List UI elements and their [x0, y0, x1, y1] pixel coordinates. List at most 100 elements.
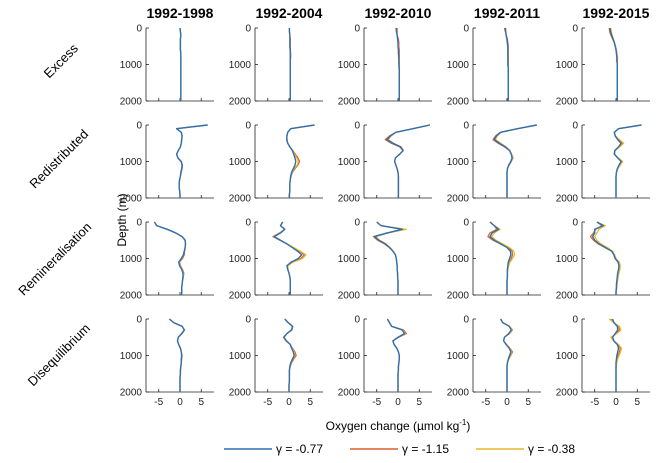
x-axis-label-end: )	[466, 419, 470, 433]
series-line-gamma-077	[273, 221, 303, 295]
row-label: Redistributed	[26, 126, 91, 191]
y-tick-label: 1000	[229, 157, 252, 168]
column-title: 1992-2004	[256, 5, 323, 21]
panel-remineralisation-1992-2004: 0 1000 2000	[229, 218, 323, 302]
y-tick-label: 0	[572, 24, 578, 35]
y-tick-label: 2000	[447, 194, 470, 205]
panel-excess-1992-2010: 0 1000 2000	[338, 24, 432, 108]
series-line-gamma-038	[613, 124, 642, 198]
x-tick-label: 0	[613, 397, 619, 408]
series-line-gamma-077	[489, 221, 512, 295]
column-title: 1992-2010	[365, 5, 432, 21]
panel-remineralisation-1992-1998: 0 1000 2000	[120, 218, 214, 302]
y-tick-label: 2000	[556, 97, 579, 108]
y-tick-label: 0	[572, 218, 578, 229]
legend: γ = -0.77 γ = -1.15 γ = -0.38	[224, 442, 575, 456]
y-tick-label: 0	[354, 218, 360, 229]
x-axis-label-sup: -1	[459, 418, 467, 427]
panel-redistributed-1992-2010: 0 1000 2000	[338, 121, 432, 205]
y-tick-label: 1000	[556, 351, 579, 362]
series-line-gamma-077	[386, 318, 406, 392]
x-axis-label-main: Oxygen change (µmol kg	[326, 419, 460, 433]
panel-disequilibrium-1992-2011: 0 1000 2000 -5 0 5	[447, 315, 541, 408]
y-tick-label: 1000	[556, 60, 579, 71]
series-line-gamma-077	[504, 27, 509, 101]
x-tick-label: 0	[286, 397, 292, 408]
y-tick-label: 2000	[120, 97, 143, 108]
panel-redistributed-1992-2011: 0 1000 2000	[447, 121, 541, 205]
legend-label-gamma-038: γ = -0.38	[528, 442, 575, 456]
y-tick-label: 2000	[338, 194, 361, 205]
y-tick-label: 2000	[229, 194, 252, 205]
y-tick-label: 0	[136, 315, 142, 326]
x-tick-label: 5	[307, 397, 313, 408]
x-tick-label: 0	[395, 397, 401, 408]
y-tick-label: 1000	[447, 60, 470, 71]
series-line-gamma-115	[272, 221, 305, 295]
y-tick-label: 0	[463, 315, 469, 326]
series-line-gamma-077	[175, 124, 208, 198]
series-line-gamma-077	[288, 28, 291, 101]
panel-redistributed-1992-2004: 0 1000 2000	[229, 121, 323, 205]
y-tick-label: 0	[136, 218, 142, 229]
x-tick-label: 5	[525, 397, 531, 408]
y-tick-label: 2000	[229, 97, 252, 108]
series-line-gamma-077	[373, 221, 403, 295]
y-tick-label: 0	[354, 315, 360, 326]
series-line-gamma-077	[500, 318, 512, 392]
panel-excess-1992-2004: 0 1000 2000	[229, 24, 323, 108]
y-tick-label: 2000	[447, 388, 470, 399]
y-tick-label: 2000	[120, 194, 143, 205]
y-axis-label: Depth (m)	[115, 193, 129, 246]
panel-excess-1992-2011: 0 1000 2000	[447, 24, 541, 108]
series-line-gamma-077	[609, 27, 618, 101]
y-tick-label: 0	[354, 121, 360, 132]
panel-remineralisation-1992-2010: 0 1000 2000	[338, 218, 432, 302]
y-tick-label: 1000	[120, 351, 143, 362]
y-tick-label: 2000	[120, 388, 143, 399]
row-label: Disequilibrium	[25, 321, 93, 389]
y-tick-label: 1000	[338, 60, 361, 71]
series-line-gamma-038	[494, 124, 537, 198]
column-title: 1992-1998	[147, 5, 214, 21]
y-tick-label: 2000	[447, 291, 470, 302]
row-label: Remineralisation	[15, 219, 94, 298]
y-tick-label: 2000	[338, 388, 361, 399]
y-tick-label: 1000	[447, 351, 470, 362]
y-tick-label: 2000	[229, 388, 252, 399]
x-tick-label: -5	[154, 397, 163, 408]
x-axis-label: Oxygen change (µmol kg-1)	[326, 418, 471, 433]
series-line-gamma-077	[493, 124, 537, 198]
y-tick-label: 1000	[338, 351, 361, 362]
x-tick-label: 5	[634, 397, 640, 408]
panel-grid: 0 1000 2000 0 1000 2000 0 1000 2000 0 1000 2000 0 100…	[120, 24, 650, 408]
y-tick-label: 1000	[447, 157, 470, 168]
series-line-gamma-077	[168, 318, 185, 392]
y-tick-label: 0	[136, 121, 142, 132]
y-tick-label: 1000	[338, 254, 361, 265]
series-line-gamma-115	[285, 124, 315, 198]
row-labels: Excess Redistributed Remineralisation Di…	[15, 40, 94, 389]
x-tick-label: -5	[263, 397, 272, 408]
y-tick-label: 2000	[556, 291, 579, 302]
y-tick-label: 1000	[120, 157, 143, 168]
x-tick-label: -5	[590, 397, 599, 408]
panel-excess-1992-1998: 0 1000 2000	[120, 24, 214, 108]
y-tick-label: 1000	[447, 254, 470, 265]
y-tick-label: 0	[572, 121, 578, 132]
column-title: 1992-2011	[474, 5, 540, 21]
series-line-gamma-077	[286, 124, 315, 198]
series-line-gamma-038	[610, 27, 618, 101]
y-tick-label: 2000	[556, 194, 579, 205]
series-line-gamma-077	[153, 221, 187, 295]
x-tick-label: 0	[504, 397, 510, 408]
y-tick-label: 1000	[556, 157, 579, 168]
x-tick-label: -5	[481, 397, 490, 408]
series-line-gamma-077	[591, 221, 620, 295]
row-label: Excess	[41, 40, 82, 81]
y-tick-label: 1000	[229, 254, 252, 265]
y-tick-label: 2000	[120, 291, 143, 302]
panel-redistributed-1992-2015: 0 1000 2000	[556, 121, 650, 205]
panel-disequilibrium-1992-2015: 0 1000 2000 -5 0 5	[556, 315, 650, 408]
